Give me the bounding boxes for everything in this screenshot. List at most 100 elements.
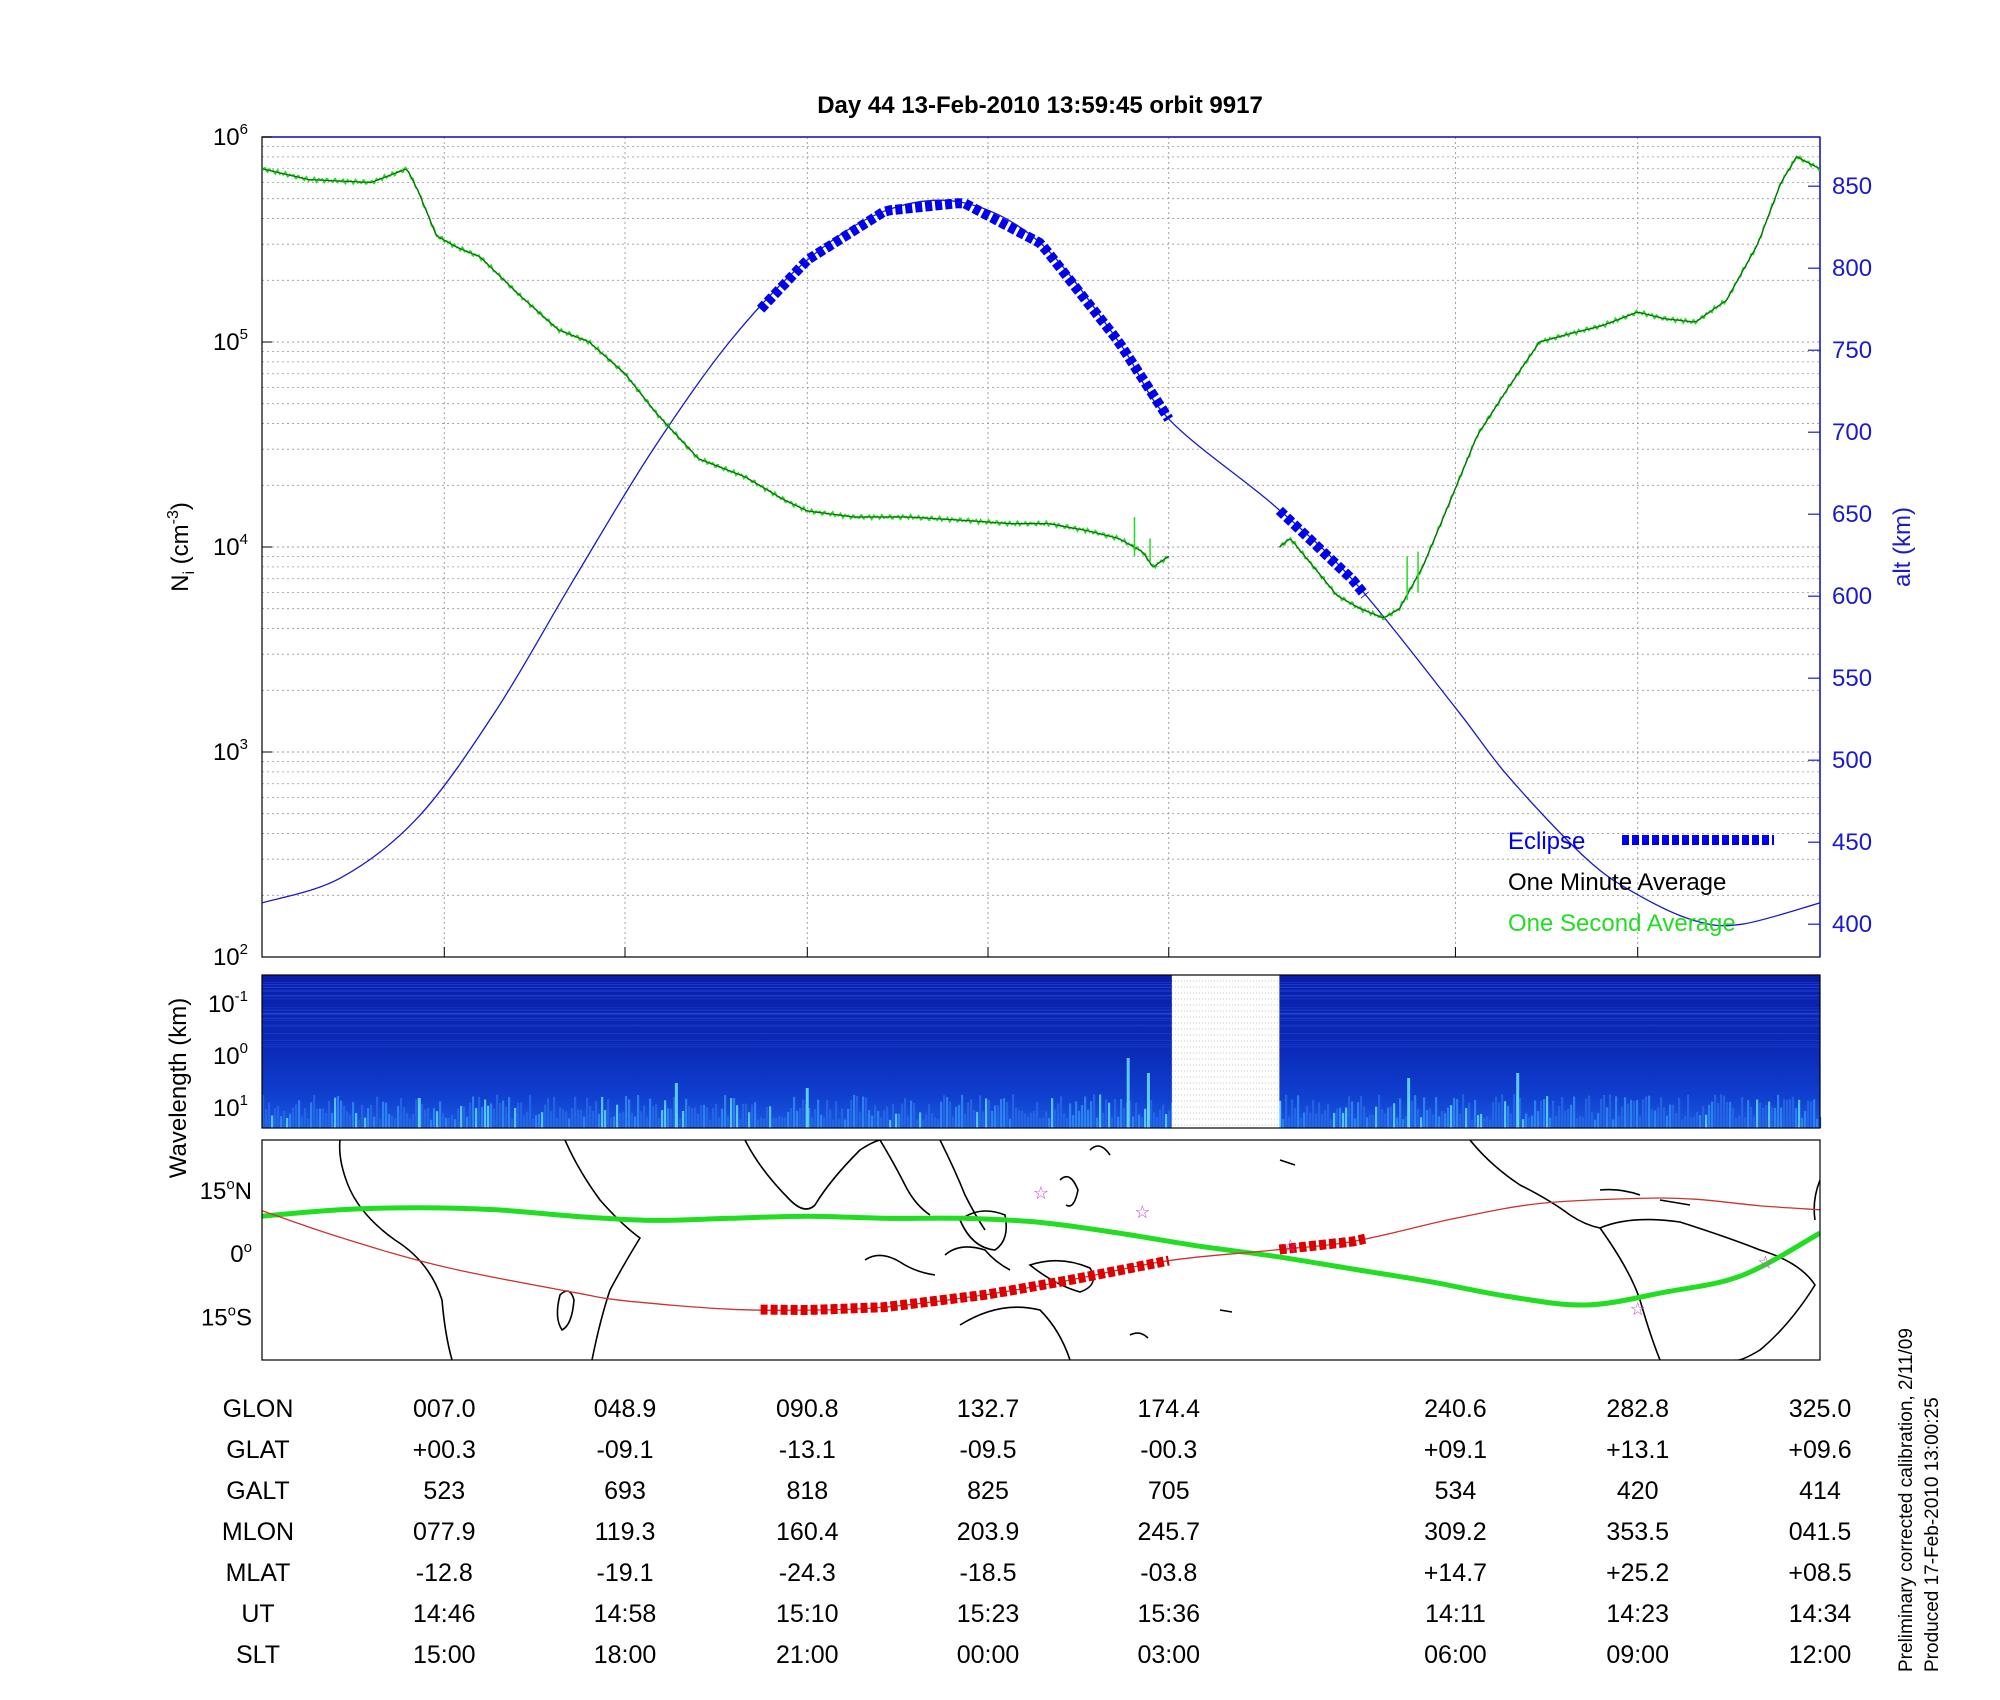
spectrogram-column [427,1107,430,1128]
spectrogram-column [1018,1110,1021,1128]
spectrogram-column [1330,1119,1333,1128]
alt-right-ticks: 400 450 500 550 600 650 700 750 800 850 [1808,173,1872,938]
spectrogram-column [1720,1094,1723,1128]
spectrogram-column [454,1119,457,1128]
spectrogram-column [1345,1107,1348,1128]
spectrogram-column [421,1103,424,1128]
spectrogram-column [1072,1114,1075,1128]
map-lat-tick-label: 15oN [200,1176,252,1205]
spectrogram-column [1087,1109,1090,1128]
spectrogram-column [397,1106,400,1128]
spectrogram-column [1324,1110,1327,1128]
spectrogram-column [547,1098,550,1128]
spectrogram-column [1504,1101,1507,1128]
spectrogram-column [346,1111,349,1128]
spectrogram-column [439,1101,442,1128]
spectrogram-column [352,1102,355,1128]
spectrogram-column [1312,1100,1315,1128]
spectrogram-column [1729,1101,1732,1128]
alt-tick-label: 800 [1832,255,1872,282]
spectrogram-column [1168,1110,1171,1128]
spectrogram-column [1585,1098,1588,1128]
spectrogram-column [1639,1116,1642,1128]
spectrogram-column [889,1119,892,1128]
spectrogram-column [1090,1101,1093,1128]
spectrogram-column [1699,1115,1702,1128]
table-cell: +13.1 [1606,1436,1669,1464]
spectrogram-column [1591,1112,1594,1128]
spectrogram-column [928,1104,931,1128]
spectrogram-column [322,1108,325,1128]
spectrogram-column [391,1115,394,1128]
spectrogram-column [979,1095,982,1128]
spectrogram-column [364,1117,367,1128]
spectrogram-column [991,1111,994,1128]
spectrogram-column [502,1100,505,1128]
track-eclipse-marker [1278,1233,1367,1255]
spectrogram-column [1594,1119,1597,1128]
table-cell: +00.3 [413,1436,476,1464]
spectrogram-column [289,1113,292,1128]
spectrogram-column [1738,1115,1741,1128]
spectrogram-column [967,1102,970,1128]
spectrogram-column [1291,1099,1294,1128]
spectrogram-column [712,1108,715,1128]
spectrogram-column [595,1100,598,1128]
spectrogram-column [496,1094,499,1128]
table-cell: +09.1 [1424,1436,1487,1464]
spectrogram-column [1048,1117,1051,1128]
density-grid [262,137,1820,958]
spectrogram-column [1519,1097,1522,1128]
spectrogram-column [1780,1107,1783,1128]
spectrogram-column [625,1096,628,1128]
spectrogram-column [370,1104,373,1128]
spectrogram-column [460,1105,463,1128]
spectrogram-column [1339,1107,1342,1128]
table-cell: 14:23 [1606,1600,1669,1628]
spectrogram-column [379,1119,382,1128]
spectrogram-column [1750,1107,1753,1128]
spectrogram-column [682,1110,685,1128]
table-cell: 21:00 [776,1641,839,1669]
spectrogram-column [1366,1117,1369,1128]
spectrogram-column [1543,1098,1546,1128]
spectrogram-column [1351,1101,1354,1128]
table-cell: 14:34 [1789,1600,1852,1628]
table-cell: 090.8 [776,1395,839,1423]
table-cell: -19.1 [597,1559,654,1587]
spectrogram-column [1033,1111,1036,1128]
spectrogram-column [448,1117,451,1128]
spectrogram-column [1618,1116,1621,1128]
spectrogram-column [1006,1102,1009,1128]
spectrogram-burst [1516,1073,1520,1128]
spectrogram-column [838,1119,841,1128]
spectrogram-column [1582,1117,1585,1128]
spectrogram-column [589,1106,592,1128]
spectrogram-column [766,1107,769,1128]
spectrogram-column [613,1116,616,1128]
spectrogram-column [1546,1096,1549,1128]
spectrogram-column [1786,1099,1789,1128]
spectrogram-burst [1407,1078,1411,1128]
density-panel: 102 103 104 105 106 400 450 500 550 600 650 700 750… [165,121,1916,971]
spectrogram-column [952,1116,955,1128]
spectrogram-column [400,1098,403,1128]
table-cell: 174.4 [1137,1395,1200,1423]
spectrogram-column [1435,1097,1438,1128]
spectrogram-column [940,1101,943,1128]
spectrogram-column [442,1113,445,1128]
spectrogram-column [910,1100,913,1128]
spectrogram-column [1411,1100,1414,1128]
spectrogram-column [616,1104,619,1128]
alt-tick-label: 850 [1832,173,1872,200]
table-row-label: SLT [236,1641,280,1669]
chart-title: Day 44 13-Feb-2010 13:59:45 orbit 9917 [817,92,1263,119]
table-cell: 203.9 [957,1518,1020,1546]
spectrogram-column [646,1116,649,1128]
table-cell: 282.8 [1606,1395,1669,1423]
spectrogram-column [424,1109,427,1128]
spectrogram-column [715,1103,718,1128]
spectrogram-column [1102,1113,1105,1128]
spectrogram-column [1363,1106,1366,1128]
density-ylabel: Ni (cm-3) [165,502,198,592]
